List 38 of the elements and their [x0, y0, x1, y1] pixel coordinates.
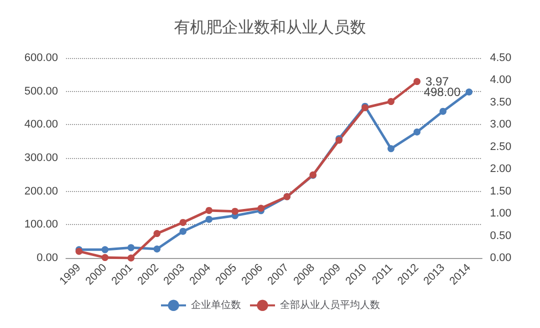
y-tick-label: 300.00 [24, 152, 58, 164]
y2-tick-label: 4.00 [490, 74, 512, 86]
point [232, 208, 238, 215]
point [102, 246, 108, 254]
point [206, 216, 212, 223]
y2-tick-label: 2.50 [490, 140, 512, 153]
point [388, 98, 394, 106]
point [128, 254, 134, 262]
y2-tick-label: 0.50 [490, 230, 512, 242]
y2-tick-label: 1.50 [490, 185, 512, 198]
point [414, 78, 420, 86]
point [154, 246, 160, 252]
point [154, 230, 160, 238]
point [206, 206, 212, 214]
point [180, 218, 186, 226]
y-tick-label: 400.00 [24, 118, 58, 131]
point [414, 128, 420, 136]
y-tick-label: 500.00 [24, 85, 58, 98]
point [180, 228, 186, 235]
legend-label: 企业单位数 [191, 298, 241, 311]
point [258, 204, 264, 212]
y2-tick-label: 2.00 [490, 163, 512, 176]
legend-label: 全部从业人员平均人数 [280, 298, 380, 311]
point [466, 88, 472, 96]
y-tick-label: 200.00 [24, 185, 58, 198]
y2-tick-label: 3.00 [490, 118, 512, 131]
y2-tick-label: 4.50 [490, 52, 512, 64]
y2-tick-label: 3.50 [490, 96, 512, 108]
point [128, 244, 134, 252]
point [102, 254, 108, 262]
y2-tick-label: 1.00 [490, 208, 512, 220]
y-tick-label: 600.00 [24, 52, 58, 64]
point [388, 145, 394, 152]
y-tick-label: 0.00 [36, 252, 58, 264]
y-tick-label: 100.00 [24, 218, 58, 231]
point [440, 108, 446, 115]
chart-title: 有机肥企业数和从业人员数 [174, 18, 366, 36]
y2-tick-label: 0.00 [490, 252, 512, 264]
